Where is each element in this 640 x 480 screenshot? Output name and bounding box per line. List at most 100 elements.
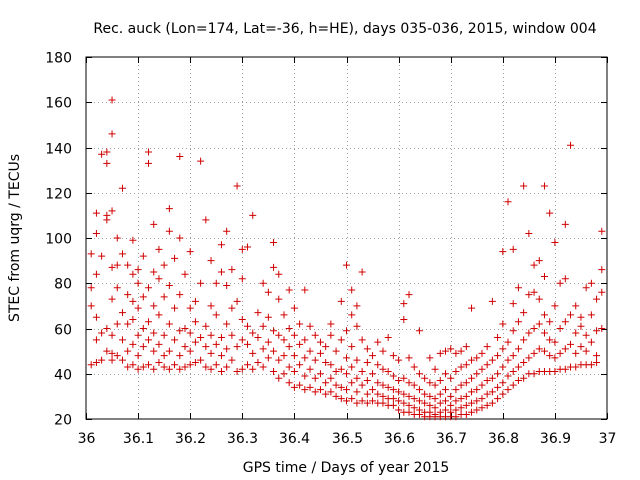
- data-point: [254, 334, 262, 342]
- data-point: [165, 205, 173, 213]
- data-point: [275, 331, 283, 339]
- data-point: [233, 182, 241, 190]
- data-point: [374, 361, 382, 369]
- data-point: [259, 279, 267, 287]
- data-point: [379, 399, 387, 407]
- data-point: [332, 347, 340, 355]
- data-point: [118, 250, 126, 258]
- data-point: [290, 352, 298, 360]
- data-point: [134, 352, 142, 360]
- data-point: [322, 358, 330, 366]
- data-point: [249, 329, 257, 337]
- data-point: [587, 338, 595, 346]
- data-point: [150, 347, 158, 355]
- data-point: [254, 358, 262, 366]
- data-point: [535, 345, 543, 353]
- data-point: [301, 354, 309, 362]
- data-point: [316, 386, 324, 394]
- data-point: [520, 309, 528, 317]
- data-point: [259, 322, 267, 330]
- data-point: [567, 340, 575, 348]
- data-point: [280, 311, 288, 319]
- data-point: [223, 282, 231, 290]
- data-point: [369, 397, 377, 405]
- data-point: [165, 227, 173, 235]
- data-point: [504, 198, 512, 206]
- data-point: [150, 365, 158, 373]
- data-point: [87, 284, 95, 292]
- data-point: [275, 356, 283, 364]
- data-point: [567, 311, 575, 319]
- data-point: [264, 288, 272, 296]
- data-point: [473, 386, 481, 394]
- data-point: [165, 347, 173, 355]
- data-point: [546, 336, 554, 344]
- data-point: [499, 390, 507, 398]
- data-point: [254, 309, 262, 317]
- x-axis-label: GPS time / Days of year 2015: [243, 460, 450, 476]
- data-point: [379, 347, 387, 355]
- data-point: [332, 367, 340, 375]
- data-point: [494, 334, 502, 342]
- data-point: [462, 361, 470, 369]
- data-point: [139, 252, 147, 260]
- data-point: [150, 268, 158, 276]
- data-point: [483, 390, 491, 398]
- data-point: [520, 374, 528, 382]
- data-point: [540, 329, 548, 337]
- data-point: [468, 388, 476, 396]
- data-point: [363, 377, 371, 385]
- data-point: [118, 336, 126, 344]
- data-point: [259, 363, 267, 371]
- data-point: [316, 349, 324, 357]
- data-point: [285, 379, 293, 387]
- data-point: [426, 392, 434, 400]
- data-point: [462, 379, 470, 387]
- data-point: [316, 338, 324, 346]
- data-point: [369, 352, 377, 360]
- data-point: [431, 410, 439, 418]
- data-point: [389, 352, 397, 360]
- data-point: [457, 363, 465, 371]
- x-tick-label: 36.2: [175, 431, 206, 447]
- data-point: [473, 370, 481, 378]
- data-point: [98, 150, 106, 158]
- data-point: [306, 347, 314, 355]
- data-point: [113, 261, 121, 269]
- data-point: [238, 275, 246, 283]
- data-point: [561, 275, 569, 283]
- data-point: [431, 395, 439, 403]
- data-point: [181, 325, 189, 332]
- data-point: [468, 399, 476, 407]
- data-point: [415, 386, 423, 394]
- data-point: [275, 270, 283, 278]
- data-point: [301, 286, 309, 294]
- data-point: [285, 325, 293, 332]
- data-point: [270, 347, 278, 355]
- data-point: [452, 386, 460, 394]
- data-point: [494, 352, 502, 360]
- data-point: [572, 302, 580, 310]
- data-point: [447, 401, 455, 409]
- data-point: [296, 340, 304, 348]
- data-point: [405, 291, 413, 299]
- data-point: [577, 322, 585, 330]
- data-point: [561, 318, 569, 326]
- data-point: [488, 297, 496, 305]
- data-point: [223, 320, 231, 328]
- y-tick-label: 100: [45, 232, 72, 248]
- data-point: [348, 311, 356, 319]
- data-point: [530, 261, 538, 269]
- data-point: [311, 388, 319, 396]
- data-point: [358, 367, 366, 375]
- data-point: [327, 388, 335, 396]
- data-point: [165, 365, 173, 373]
- data-point: [301, 372, 309, 380]
- data-point: [181, 343, 189, 351]
- data-point: [145, 318, 153, 326]
- data-point: [530, 288, 538, 296]
- data-point: [244, 361, 252, 369]
- data-point: [441, 370, 449, 378]
- data-point: [410, 395, 418, 403]
- data-point: [499, 345, 507, 353]
